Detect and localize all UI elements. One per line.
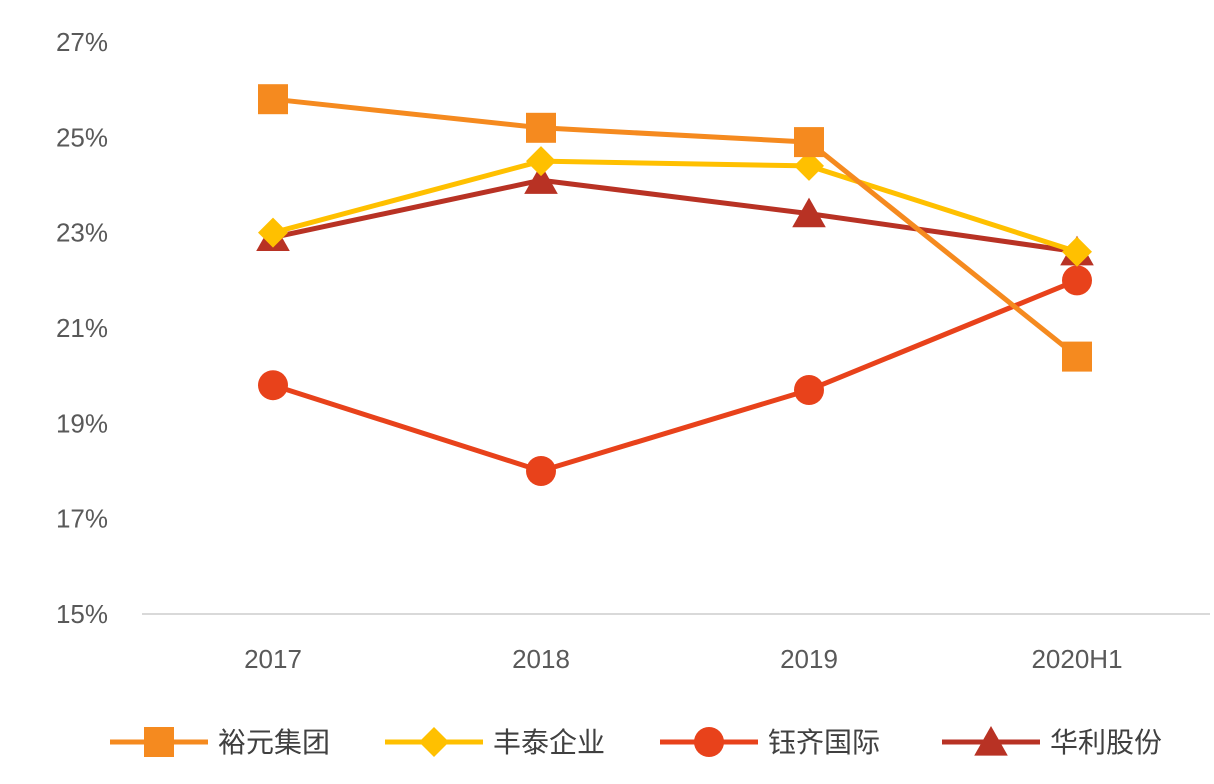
data-point-marker <box>258 217 288 248</box>
data-point-marker <box>526 112 556 143</box>
series-line <box>272 158 1078 255</box>
legend-marker <box>974 726 1008 756</box>
legend-label: 华利股份 <box>1050 726 1162 759</box>
legend-marker <box>144 727 174 757</box>
data-point-marker <box>794 127 824 158</box>
data-point-marker <box>792 197 826 228</box>
data-point-marker <box>258 370 288 401</box>
y-tick-label: 19% <box>56 408 108 438</box>
y-tick-label: 27% <box>56 27 108 57</box>
series-line <box>272 96 1079 359</box>
data-point-marker <box>1062 265 1092 296</box>
y-tick-label: 15% <box>56 599 108 629</box>
data-point-marker <box>524 164 558 194</box>
legend-label: 钰齐国际 <box>768 726 880 759</box>
data-point-marker <box>258 84 288 115</box>
x-tick-label: 2019 <box>780 644 838 674</box>
legend: 裕元集团 丰泰企业 钰齐国际 华利股份 <box>110 726 1162 759</box>
axes: 15% 17% 19% 21% 23% 25% 27% 2017 2018 2019 2020H1 <box>56 27 1210 674</box>
y-tick-label: 17% <box>56 504 108 534</box>
legend-label: 丰泰企业 <box>493 726 605 759</box>
x-tick-label: 2020H1 <box>1031 644 1122 674</box>
y-tick-label: 21% <box>56 313 108 343</box>
data-point-marker <box>1062 236 1092 267</box>
data-point-marker <box>526 146 556 177</box>
series-lines <box>256 84 1094 486</box>
legend-marker <box>419 727 449 757</box>
legend-marker <box>694 727 724 757</box>
data-point-marker <box>526 456 556 486</box>
data-point-marker <box>794 374 824 405</box>
series-line <box>272 177 1078 255</box>
data-point-marker <box>794 150 824 181</box>
x-tick-label: 2017 <box>244 644 302 674</box>
y-tick-label: 25% <box>56 122 108 152</box>
legend-label: 裕元集团 <box>218 726 330 759</box>
series-line <box>272 278 1078 474</box>
y-tick-label: 23% <box>56 218 108 248</box>
x-tick-label: 2018 <box>512 644 570 674</box>
data-point-marker <box>1062 341 1092 372</box>
